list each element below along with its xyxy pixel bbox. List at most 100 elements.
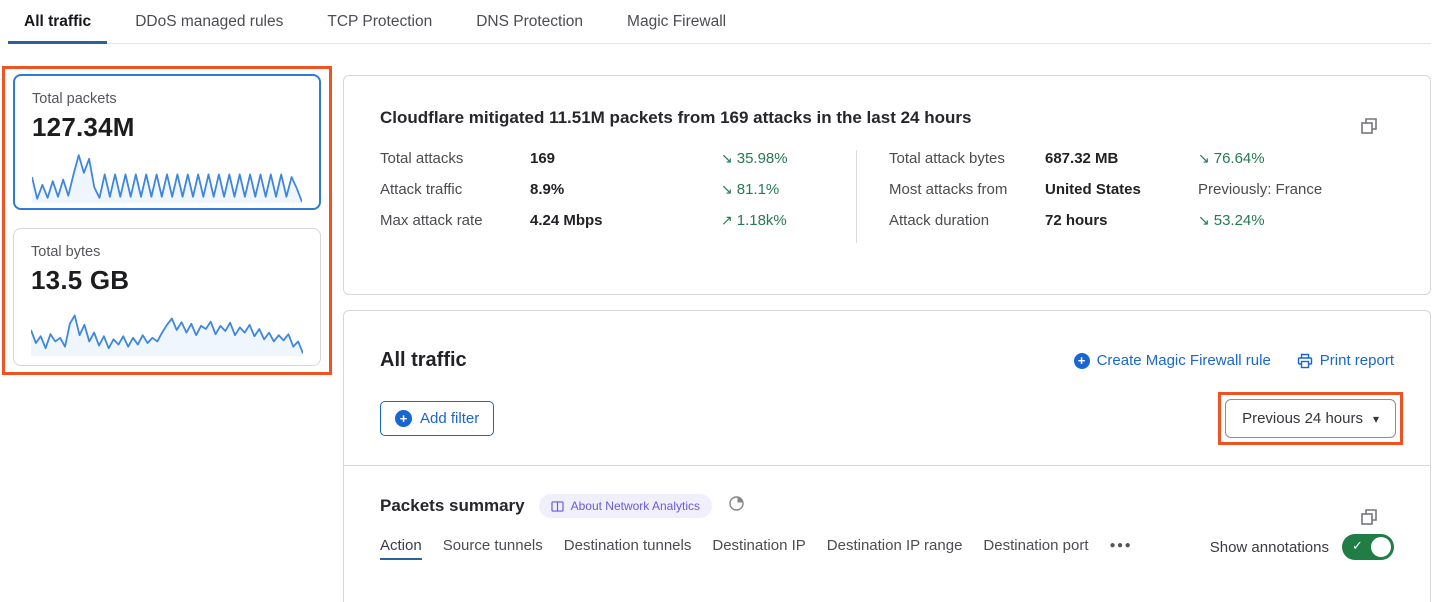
stats-column-right: Total attack bytes 687.32 MB ↘ 76.64% Mos…	[856, 150, 1394, 243]
stat-value: 72 hours	[1045, 212, 1108, 229]
subtab-label: Destination IP	[712, 536, 806, 554]
stat-label: Total attacks	[380, 150, 464, 167]
show-annotations-label: Show annotations	[1209, 538, 1329, 556]
stat-label: Total attack bytes	[889, 150, 1005, 167]
stat-row: Total attacks 169 ↘ 35.98%	[380, 150, 856, 167]
stat-value: 687.32 MB	[1045, 150, 1119, 167]
stat-row: Attack duration 72 hours ↘ 53.24%	[889, 212, 1394, 229]
tab-tcp-protection[interactable]: TCP Protection	[311, 0, 448, 44]
annotation-box-metric-cards: Total packets 127.34M Total bytes 13.5 G…	[2, 66, 332, 375]
dropdown-label: Previous 24 hours	[1242, 410, 1363, 427]
stat-delta: ↘ 35.98%	[721, 150, 788, 167]
tab-dns-protection[interactable]: DNS Protection	[460, 0, 599, 44]
toggle-knob	[1371, 537, 1391, 557]
time-range-dropdown[interactable]: Previous 24 hours ▾	[1225, 399, 1396, 438]
main-column: Cloudflare mitigated 11.51M packets from…	[343, 75, 1431, 602]
print-report-link[interactable]: Print report	[1297, 352, 1394, 369]
packets-summary-title: Packets summary	[380, 496, 525, 515]
stat-delta: Previously: France	[1198, 181, 1322, 198]
packets-summary-header: Packets summary About Network Analytics	[344, 466, 1430, 518]
subtab-label: Destination IP range	[826, 536, 963, 554]
stat-delta: ↘ 53.24%	[1198, 212, 1265, 229]
delta-text: 53.24%	[1213, 212, 1265, 229]
stat-row: Total attack bytes 687.32 MB ↘ 76.64%	[889, 150, 1394, 167]
stat-label: Most attacks from	[889, 181, 1008, 198]
header-links: + Create Magic Firewall rule Print repor…	[1073, 352, 1394, 369]
attack-summary-card: Cloudflare mitigated 11.51M packets from…	[343, 75, 1431, 295]
summary-title: Cloudflare mitigated 11.51M packets from…	[380, 108, 972, 127]
add-filter-button[interactable]: + Add filter	[380, 401, 495, 436]
subtab-destination-ip[interactable]: Destination IP	[712, 537, 805, 564]
tab-label: Magic Firewall	[627, 13, 727, 30]
trend-down-icon: ↘	[1198, 150, 1210, 166]
link-label: Print report	[1319, 352, 1394, 369]
metric-label: Total packets	[32, 91, 117, 107]
stat-value: 8.9%	[530, 181, 565, 198]
metric-value: 127.34M	[32, 112, 135, 142]
book-icon	[550, 500, 564, 512]
plus-circle-icon: +	[1073, 352, 1090, 369]
stat-value: United States	[1045, 181, 1141, 198]
trend-down-icon: ↘	[721, 181, 733, 197]
delta-text: 35.98%	[736, 150, 788, 167]
packets-summary-subtabs: Action Source tunnels Destination tunnel…	[344, 518, 1430, 566]
all-traffic-title: All traffic	[380, 349, 467, 371]
subtab-destination-ip-range[interactable]: Destination IP range	[827, 537, 963, 564]
trend-down-icon: ↘	[721, 150, 733, 166]
about-network-analytics-badge[interactable]: About Network Analytics	[538, 494, 712, 518]
check-icon: ✓	[1352, 538, 1363, 553]
trend-up-icon: ↗	[721, 212, 733, 228]
stat-label: Max attack rate	[380, 212, 483, 229]
delta-text: 1.18k%	[736, 212, 787, 229]
metric-value: 13.5 GB	[31, 265, 130, 295]
stat-label: Attack duration	[889, 212, 990, 229]
tab-label: DNS Protection	[476, 13, 584, 30]
all-traffic-header: All traffic + Create Magic Firewall rule…	[344, 311, 1430, 372]
stat-delta: ↘ 76.64%	[1198, 150, 1265, 167]
stat-row: Attack traffic 8.9% ↘ 81.1%	[380, 181, 856, 198]
filter-row: + Add filter Previous 24 hours ▾	[344, 372, 1430, 445]
stat-delta: ↗ 1.18k%	[721, 212, 787, 229]
tab-magic-firewall[interactable]: Magic Firewall	[611, 0, 742, 44]
stat-value: 4.24 Mbps	[530, 212, 603, 229]
metric-card-total-bytes[interactable]: Total bytes 13.5 GB	[13, 228, 321, 366]
subtab-label: Destination tunnels	[563, 536, 692, 554]
top-tab-bar: All traffic DDoS managed rules TCP Prote…	[0, 0, 1440, 44]
subtab-action[interactable]: Action	[380, 537, 422, 564]
tab-label: DDoS managed rules	[135, 13, 284, 30]
tab-ddos-managed-rules[interactable]: DDoS managed rules	[119, 0, 299, 44]
tab-label: All traffic	[24, 13, 92, 30]
trend-down-icon: ↘	[1198, 212, 1210, 228]
link-label: Create Magic Firewall rule	[1096, 352, 1271, 369]
plus-circle-icon: +	[395, 410, 412, 427]
data-freshness-pie-icon	[728, 495, 745, 512]
stat-delta: ↘ 81.1%	[721, 181, 779, 198]
total-packets-sparkline	[32, 151, 302, 203]
annotation-box-time-range: Previous 24 hours ▾	[1218, 392, 1403, 445]
subtab-label: Source tunnels	[442, 536, 543, 554]
tab-label: TCP Protection	[327, 13, 433, 30]
delta-text: 81.1%	[736, 181, 780, 198]
annotations-control: Show annotations ✓	[1210, 534, 1394, 566]
metric-card-total-packets[interactable]: Total packets 127.34M	[13, 74, 321, 210]
subtab-destination-tunnels[interactable]: Destination tunnels	[564, 537, 692, 564]
subtab-destination-port[interactable]: Destination port	[983, 537, 1088, 564]
subtab-label: Destination port	[983, 536, 1089, 554]
copy-packets-summary-icon[interactable]	[1360, 508, 1378, 526]
more-tabs-icon[interactable]: ●●●	[1109, 539, 1133, 551]
printer-icon	[1297, 353, 1313, 369]
all-traffic-card: All traffic + Create Magic Firewall rule…	[343, 310, 1431, 602]
tab-all-traffic[interactable]: All traffic	[8, 0, 108, 44]
subtab-source-tunnels[interactable]: Source tunnels	[443, 537, 543, 564]
button-label: Add filter	[420, 410, 480, 427]
stat-value: 169	[530, 150, 556, 167]
stat-row: Most attacks from United States Previous…	[889, 181, 1394, 198]
chevron-down-icon: ▾	[1372, 411, 1379, 426]
copy-summary-icon[interactable]	[1360, 117, 1378, 135]
stats-column-left: Total attacks 169 ↘ 35.98% Attack traffic…	[380, 150, 856, 243]
stat-label: Attack traffic	[380, 181, 463, 198]
subtab-label: Action	[380, 536, 422, 554]
create-magic-firewall-rule-link[interactable]: + Create Magic Firewall rule	[1073, 352, 1271, 369]
show-annotations-toggle[interactable]: ✓	[1342, 534, 1394, 560]
